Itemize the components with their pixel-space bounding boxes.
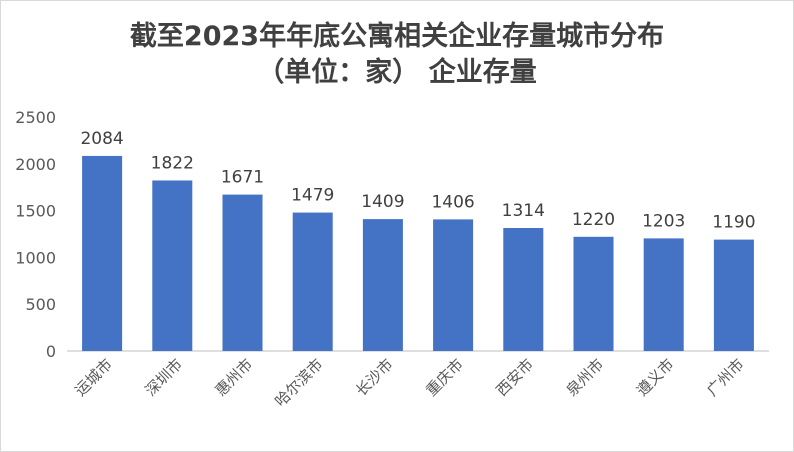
y-tick-label-1: 500 [25,295,56,314]
bar-0 [82,155,123,351]
bar-7 [573,236,614,351]
bar-1 [152,180,193,351]
bar-2 [222,194,263,351]
x-tick-label-7: 泉州市 [563,355,608,400]
x-tick-label-9: 广州市 [703,355,748,400]
chart-title-line-1: 截至2023年年底公寓相关企业存量城市分布 [130,20,664,52]
data-label-1: 1822 [151,153,194,173]
data-label-0: 2084 [80,129,123,149]
data-label-8: 1203 [642,211,685,231]
data-label-4: 1409 [361,192,404,212]
x-tick-label-4: 长沙市 [352,355,397,400]
y-tick-label-2: 1000 [15,248,56,267]
bar-5 [433,219,474,351]
x-tick-label-5: 重庆市 [422,355,467,400]
y-tick-label-0: 0 [46,342,56,361]
chart-title-line-2: （单位：家） 企业存量 [257,56,536,88]
bar-8 [643,238,684,351]
data-label-5: 1406 [431,192,474,212]
data-label-9: 1190 [712,213,755,233]
bar-9 [713,239,754,351]
bar-6 [503,228,544,351]
bar-4 [362,219,403,351]
x-tick-label-8: 遵义市 [633,355,678,400]
data-label-3: 1479 [291,186,334,206]
x-tick-label-1: 深圳市 [142,355,187,400]
y-tick-label-3: 1500 [15,202,56,221]
data-label-7: 1220 [572,210,615,230]
bar-3 [292,212,333,351]
y-tick-label-4: 2000 [15,155,56,174]
plot-area: 0 500 1000 1500 2000 2500 2084 运城市 1822 深圳市 1671 惠州… [15,108,769,410]
x-tick-label-3: 哈尔滨市 [271,355,326,410]
x-tick-label-0: 运城市 [71,355,116,400]
x-tick-label-6: 西安市 [493,355,538,400]
data-label-6: 1314 [502,201,545,221]
data-label-2: 1671 [221,168,264,188]
x-tick-label-2: 惠州市 [212,355,257,400]
y-tick-label-5: 2500 [15,108,56,127]
